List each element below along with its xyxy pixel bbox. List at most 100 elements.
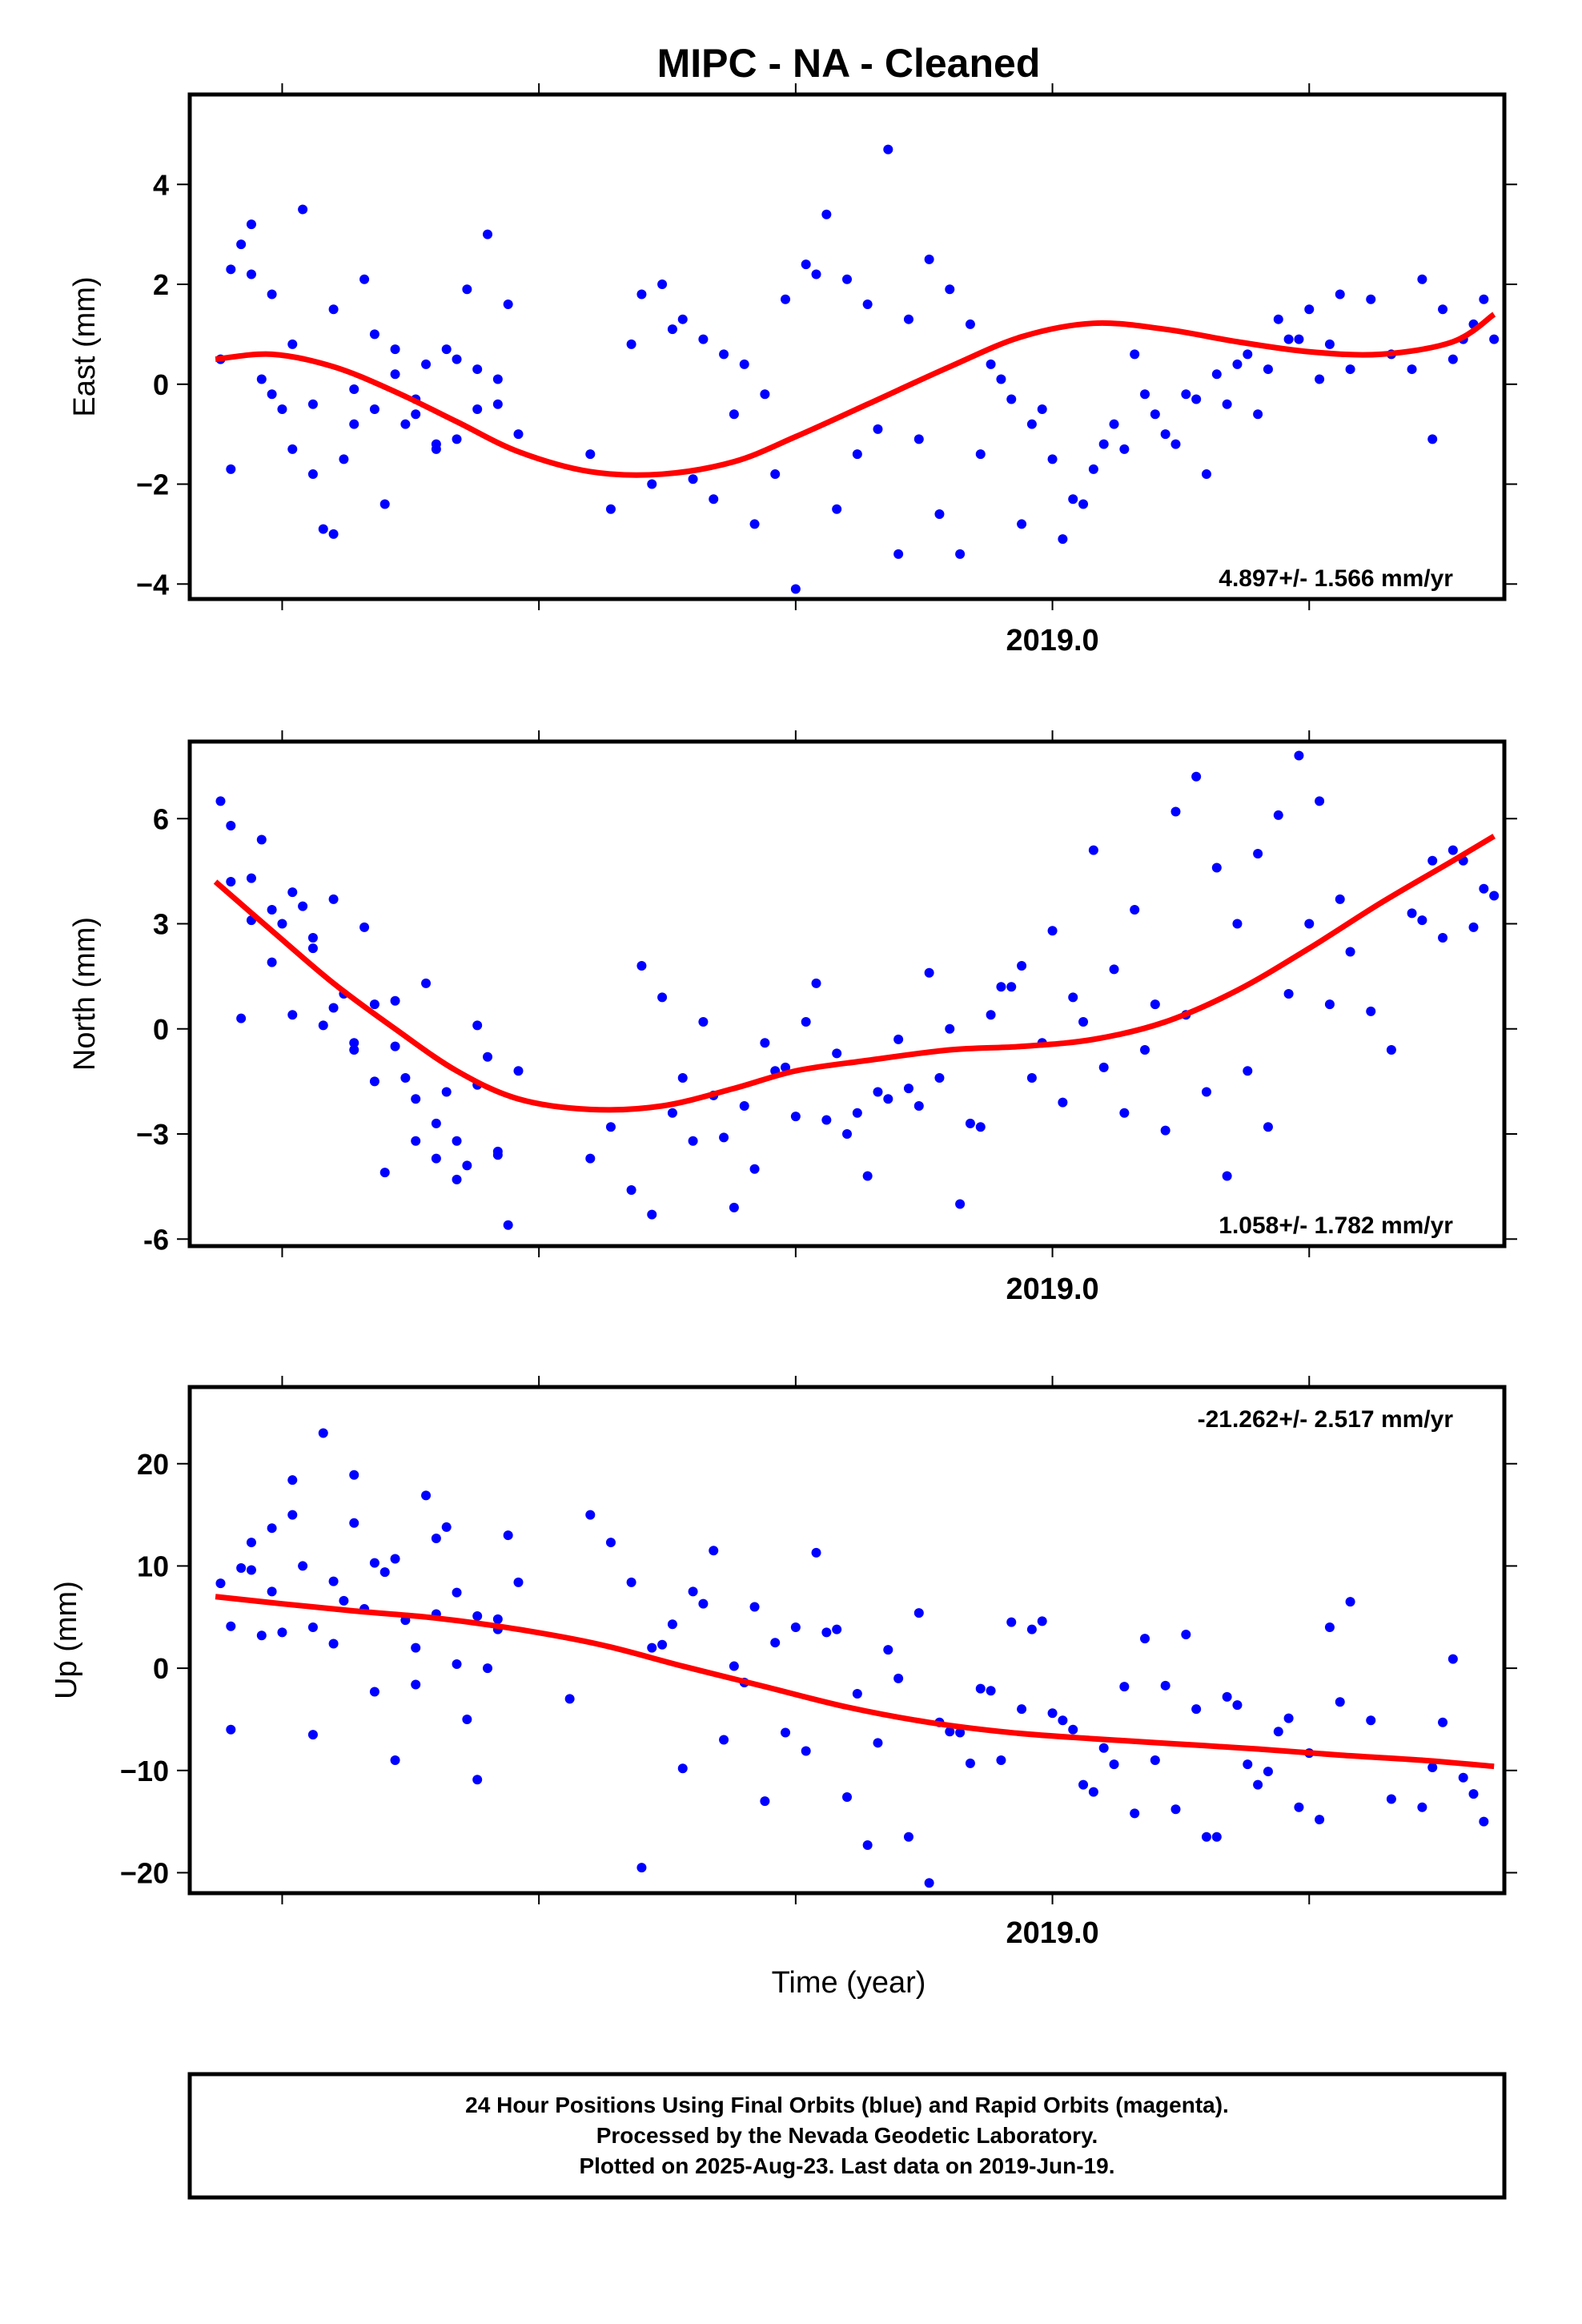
data-point (698, 1017, 709, 1027)
data-point (924, 967, 934, 978)
data-point (842, 1129, 852, 1139)
data-point (677, 314, 688, 324)
data-point (287, 1010, 298, 1020)
data-point (1191, 394, 1202, 404)
y-tick-label: −20 (120, 1856, 169, 1889)
data-point (1335, 894, 1345, 904)
data-point (1037, 404, 1047, 414)
data-point (1170, 439, 1181, 449)
data-point (236, 1562, 247, 1573)
data-point (390, 995, 400, 1006)
data-point (267, 389, 277, 400)
data-point (996, 374, 1006, 384)
data-point (924, 1878, 934, 1888)
data-point (1253, 1779, 1263, 1790)
fit-curve (215, 312, 1496, 478)
data-point (913, 1608, 924, 1618)
data-point (1263, 1767, 1273, 1777)
data-point (781, 1062, 791, 1072)
data-point (1479, 1816, 1489, 1827)
data-point (1438, 933, 1448, 943)
footer-line-1: 24 Hour Positions Using Final Orbits (bl… (465, 2093, 1229, 2117)
data-point (739, 359, 749, 369)
data-point (945, 1727, 955, 1737)
x-tick-label: 2019.0 (1006, 1916, 1098, 1950)
data-point (729, 1661, 739, 1671)
data-point (431, 1153, 441, 1164)
data-point (256, 1630, 267, 1641)
data-point (1068, 494, 1078, 505)
data-point (483, 229, 493, 239)
data-point (431, 1533, 441, 1543)
data-point (1150, 409, 1160, 420)
data-point (298, 901, 308, 911)
fit-curve (215, 1594, 1495, 1770)
data-point (472, 364, 483, 375)
data-point (677, 1763, 688, 1774)
data-point (1315, 374, 1325, 384)
data-point (883, 1645, 893, 1655)
y-axis-label: East (mm) (68, 276, 102, 416)
data-point (452, 434, 462, 444)
data-point (1160, 1680, 1170, 1691)
data-point (657, 992, 668, 1003)
data-point (441, 1087, 452, 1097)
data-point (790, 584, 801, 594)
data-point (1222, 1691, 1232, 1702)
data-point (1447, 845, 1458, 855)
data-point (1140, 1634, 1150, 1644)
y-tick-label: −2 (136, 468, 169, 501)
data-point (1222, 1171, 1232, 1181)
y-tick-label: 0 (153, 368, 169, 401)
data-point (1222, 399, 1232, 409)
data-point (472, 1020, 483, 1031)
data-point (1407, 364, 1417, 375)
data-point (492, 1614, 503, 1624)
data-point (1243, 1759, 1253, 1770)
data-point (1468, 922, 1479, 932)
data-point (318, 1428, 328, 1438)
x-tick-label: 2019.0 (1006, 1273, 1098, 1306)
data-point (1335, 289, 1345, 300)
fit-curve (213, 834, 1496, 1113)
data-point (1366, 1715, 1376, 1726)
data-point (996, 982, 1006, 992)
data-point (421, 359, 432, 369)
data-point (1170, 1804, 1181, 1815)
data-point (287, 339, 298, 349)
data-point (1407, 908, 1417, 919)
data-point (226, 1621, 236, 1631)
data-point (1160, 1125, 1170, 1136)
data-point (719, 1735, 729, 1745)
data-point (328, 304, 339, 315)
data-point (1098, 1062, 1109, 1072)
data-point (492, 399, 503, 409)
data-point (277, 1627, 287, 1638)
data-point (760, 1038, 770, 1048)
data-point (1283, 1713, 1294, 1723)
data-point (1253, 849, 1263, 858)
data-point (267, 1523, 277, 1534)
data-point (287, 887, 298, 898)
data-point (277, 919, 287, 929)
data-point (1427, 855, 1438, 866)
data-point (246, 219, 256, 230)
east-panel: 2019.0 −4 −2 0 2 4 East (mm) 4.897+/- 1.566 mm/… (68, 83, 1517, 657)
data-point (1438, 1717, 1448, 1727)
data-point (298, 1561, 308, 1571)
data-point (1160, 429, 1170, 440)
data-point (1181, 389, 1191, 400)
north-panel: 2019.0 -6 −3 0 3 6 North (mm) 1.058+/- 1.782 mm… (68, 730, 1517, 1306)
y-tick-label: −10 (120, 1755, 169, 1787)
x-tick-label: 2019.0 (1006, 624, 1098, 657)
velocity-rate-label: 1.058+/- 1.782 mm/yr (1219, 1212, 1453, 1239)
data-point (328, 1576, 339, 1586)
data-point (307, 469, 318, 480)
data-point (267, 1586, 277, 1597)
data-point (1232, 919, 1243, 929)
data-point (359, 274, 370, 284)
data-point (307, 933, 318, 943)
data-point (390, 369, 400, 380)
data-point (256, 374, 267, 384)
data-point (441, 1522, 452, 1532)
